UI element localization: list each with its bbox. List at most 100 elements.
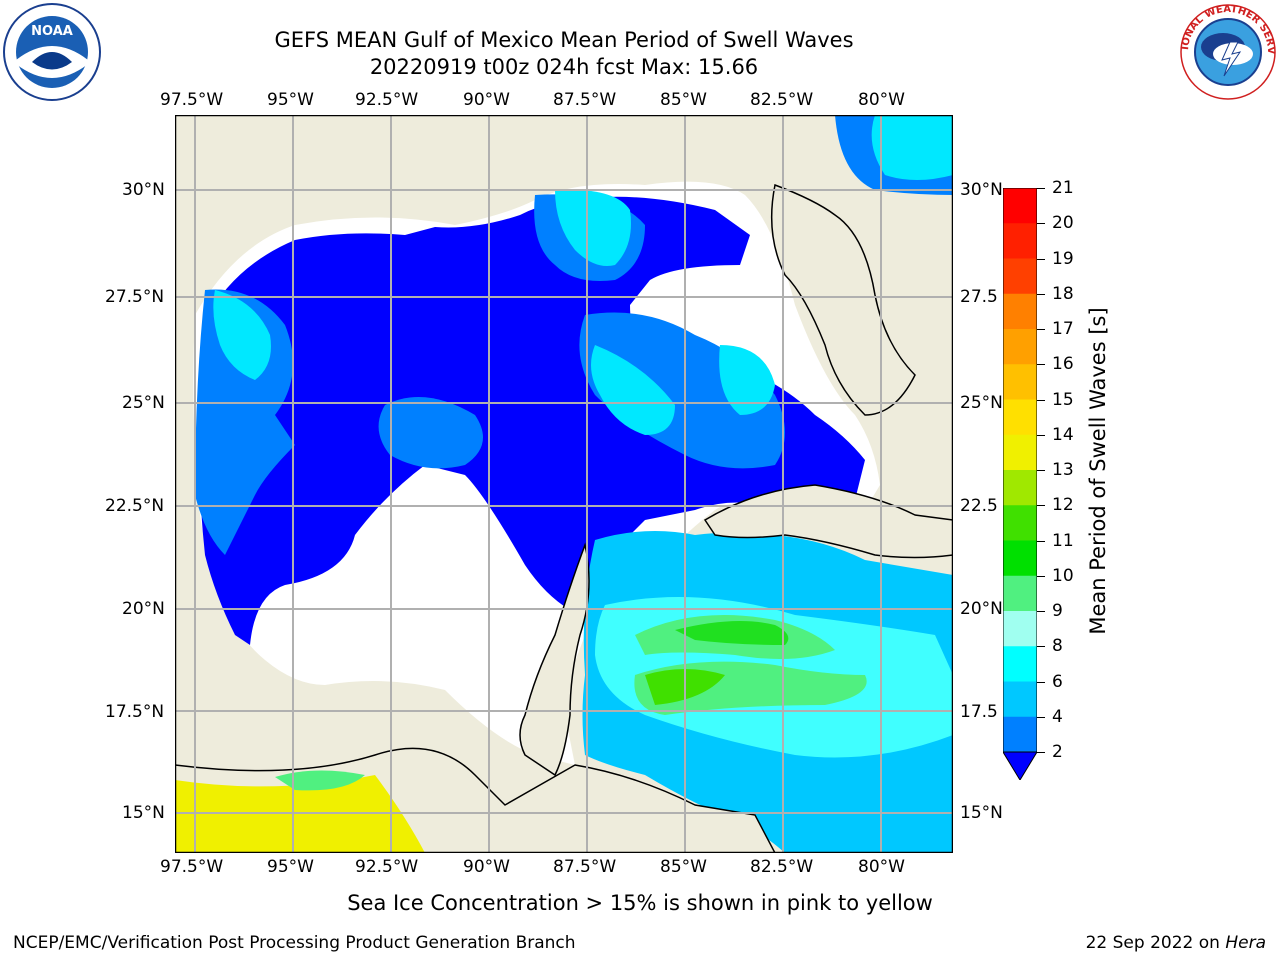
lon-label-bottom: 97.5°W <box>160 857 224 877</box>
colorbar-extend-min <box>1003 751 1037 780</box>
lat-label-right: 15°N <box>960 803 1003 823</box>
colorbar-tick-mark <box>1037 364 1045 366</box>
colorbar-tick-mark <box>1037 540 1045 542</box>
colorbar-tick-label: 18 <box>1052 283 1074 304</box>
florida-land <box>770 183 916 416</box>
colorbar-label: Mean Period of Swell Waves [s] <box>1086 307 1110 635</box>
colorbar-tick-label: 10 <box>1052 565 1074 586</box>
colorbar-tick-label: 9 <box>1052 601 1063 621</box>
chart-subtitle: 20220919 t00z 024h fcst Max: 15.66 <box>369 55 759 79</box>
colorbar-tick-label: 16 <box>1052 354 1074 375</box>
lat-label-left: 20°N <box>122 599 165 619</box>
lon-label-bottom: 80°W <box>858 857 905 877</box>
colorbar-segment <box>1003 611 1037 647</box>
colorbar-tick-label: 6 <box>1052 671 1063 692</box>
swell-period-map <box>175 115 953 853</box>
swell-region-10-12s <box>675 621 789 645</box>
footer-date-text: 22 Sep 2022 on <box>1085 933 1226 953</box>
noaa-logo: NOAA <box>3 3 101 101</box>
lat-label-left: 22.5°N <box>105 496 165 516</box>
swell-region-2-4s <box>199 196 865 645</box>
colorbar-tick-mark <box>1037 505 1045 507</box>
colorbar-segment <box>1003 188 1037 224</box>
lon-label-top: 90°W <box>463 90 510 110</box>
graticule <box>175 115 953 853</box>
lon-label-top: 87.5°W <box>553 90 617 110</box>
colorbar-tick-label: 14 <box>1052 424 1074 445</box>
colorbar-segment <box>1003 399 1037 436</box>
lon-label-bottom: 87.5°W <box>553 857 617 877</box>
swell-region-6-8s <box>591 345 675 435</box>
lon-label-bottom: 90°W <box>463 857 510 877</box>
lat-label-right: 20°N <box>960 599 1003 619</box>
lat-label-left: 15°N <box>122 803 165 823</box>
colorbar-tick-label: 21 <box>1052 178 1074 198</box>
colorbar-segment <box>1003 470 1037 506</box>
swell-region-6-8s <box>555 189 631 266</box>
colorbar-tick-label: 15 <box>1052 389 1074 410</box>
lon-label-top: 85°W <box>660 90 707 110</box>
colorbar-tick-label: 20 <box>1052 213 1074 234</box>
footer-host: Hera <box>1225 933 1266 953</box>
colorbar-tick-mark <box>1037 434 1045 436</box>
colorbar-tick-mark <box>1037 470 1045 471</box>
colorbar-tick-label: 13 <box>1052 460 1074 480</box>
colorbar-segment <box>1003 716 1037 753</box>
colorbar-segment <box>1003 293 1037 330</box>
pacific-ice-green <box>275 770 365 791</box>
noaa-logo-text: NOAA <box>31 24 73 39</box>
lon-label-top: 82.5°W <box>750 90 814 110</box>
footer-credit: NCEP/EMC/Verification Post Processing Pr… <box>13 933 576 953</box>
nws-logo: NATIONAL WEATHER SERVICE <box>1178 2 1276 100</box>
colorbar <box>1003 188 1037 780</box>
colorbar-segment <box>1003 364 1037 400</box>
colorbar-tick-label: 2 <box>1052 742 1063 762</box>
colorbar-tick-mark <box>1037 611 1045 612</box>
colorbar-tick-label: 4 <box>1052 706 1063 727</box>
lon-label-top: 92.5°W <box>355 90 419 110</box>
colorbar-tick-mark <box>1037 681 1045 683</box>
colorbar-tick-label: 17 <box>1052 319 1074 339</box>
cuba-land <box>703 484 953 559</box>
colorbar-segment <box>1003 329 1037 365</box>
colorbar-segment <box>1003 540 1037 577</box>
swell-region-6-8s <box>213 290 271 380</box>
colorbar-tick-mark <box>1037 188 1045 189</box>
lon-label-top: 97.5°W <box>160 90 224 110</box>
colorbar-segment <box>1003 575 1037 612</box>
colorbar-tick-label: 11 <box>1052 530 1074 551</box>
lat-label-right: 17.5 <box>960 702 998 722</box>
colorbar-segment <box>1003 505 1037 541</box>
swell-region-6-8s <box>871 115 953 180</box>
lon-label-top: 80°W <box>858 90 905 110</box>
colorbar-tick-mark <box>1037 258 1045 260</box>
yucatan-land <box>519 542 590 777</box>
chart-title: GEFS MEAN Gulf of Mexico Mean Period of … <box>274 28 854 52</box>
colorbar-tick-mark <box>1037 293 1045 295</box>
lon-label-bottom: 95°W <box>267 857 314 877</box>
lat-label-right: 27.5 <box>960 287 998 307</box>
lat-label-left: 25°N <box>122 393 165 413</box>
lon-label-bottom: 82.5°W <box>750 857 814 877</box>
lat-label-right: 22.5 <box>960 496 998 516</box>
footer-date: 22 Sep 2022 on Hera <box>1086 933 1266 953</box>
colorbar-tick-label: 19 <box>1052 248 1074 269</box>
colorbar-tick-mark <box>1037 329 1045 330</box>
lat-label-right: 30°N <box>960 180 1003 200</box>
colorbar-tick-mark <box>1037 575 1045 577</box>
lon-label-bottom: 85°W <box>660 857 707 877</box>
lat-label-left: 17.5°N <box>105 702 165 722</box>
lat-label-left: 30°N <box>122 180 165 200</box>
colorbar-segment <box>1003 681 1037 718</box>
colorbar-segment <box>1003 258 1037 295</box>
colorbar-tick-label: 12 <box>1052 495 1074 516</box>
colorbar-segment <box>1003 646 1037 682</box>
colorbar-tick-mark <box>1037 646 1045 648</box>
swell-region-6-8s <box>719 345 775 415</box>
lat-label-right: 25°N <box>960 393 1003 413</box>
colorbar-segment <box>1003 434 1037 471</box>
colorbar-tick-mark <box>1037 716 1045 718</box>
sea-ice-caption: Sea Ice Concentration > 15% is shown in … <box>347 891 933 915</box>
swell-region-4-6s <box>378 397 483 469</box>
colorbar-tick-mark <box>1037 223 1045 225</box>
